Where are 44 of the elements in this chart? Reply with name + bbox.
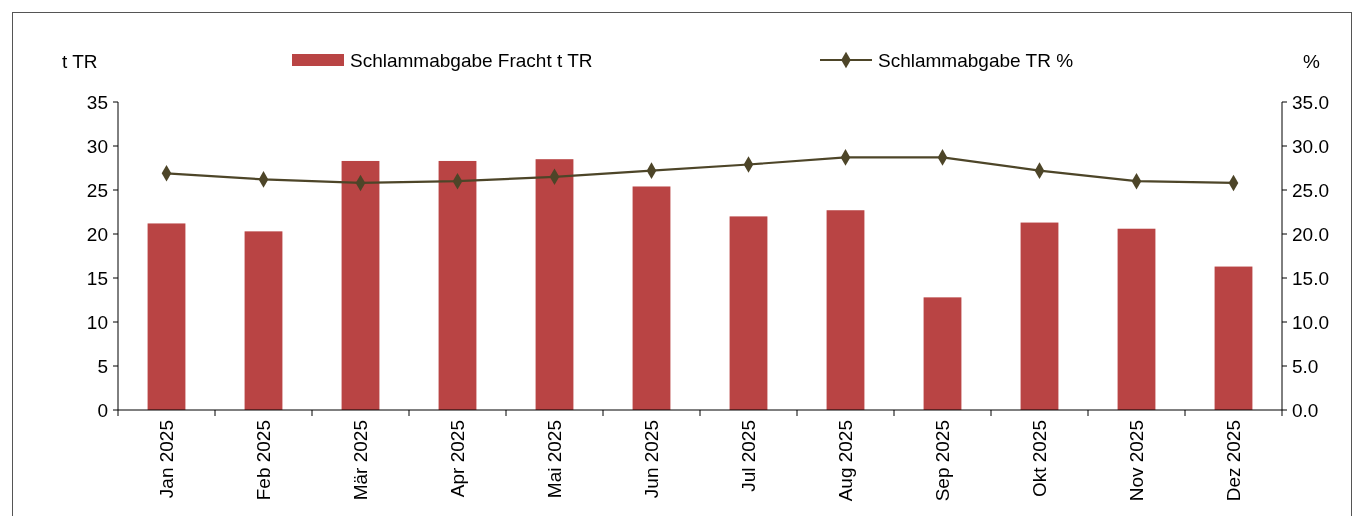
y-tick-label: 5: [97, 355, 108, 377]
y2-tick-label: 30.0: [1292, 135, 1329, 157]
y2-tick-label: 20.0: [1292, 223, 1329, 245]
x-tick-label: Jan 2025: [156, 420, 178, 499]
x-tick-label: Apr 2025: [447, 420, 469, 498]
bar: [923, 297, 962, 410]
y2-tick-label: 35.0: [1292, 91, 1329, 113]
bar: [1214, 266, 1253, 410]
x-tick-label: Aug 2025: [835, 420, 857, 502]
x-tick-label: Sep 2025: [932, 420, 954, 502]
y-axis-title: t TR: [62, 51, 98, 72]
x-tick-label: Okt 2025: [1029, 420, 1051, 498]
bar: [826, 210, 865, 410]
x-tick-label: Jul 2025: [738, 420, 760, 492]
y-tick-label: 20: [86, 223, 108, 245]
y2-tick-label: 10.0: [1292, 311, 1329, 333]
bar: [1117, 228, 1156, 410]
bar: [535, 159, 574, 410]
y-tick-label: 30: [86, 135, 108, 157]
x-tick-label: Mai 2025: [544, 420, 566, 499]
x-tick-label: Jun 2025: [641, 420, 663, 499]
bar: [341, 160, 380, 410]
y-tick-label: 15: [86, 267, 108, 289]
y2-tick-label: 0.0: [1292, 399, 1319, 421]
y2-axis-title: %: [1303, 51, 1320, 72]
y-tick-label: 35: [86, 91, 108, 113]
legend-label: Schlammabgabe TR %: [878, 49, 1074, 71]
y-tick-label: 10: [86, 311, 108, 333]
bar: [1020, 222, 1059, 410]
y-tick-label: 0: [97, 399, 108, 421]
legend-label: Schlammabgabe Fracht t TR: [350, 49, 593, 71]
bar: [147, 223, 186, 410]
y2-tick-label: 25.0: [1292, 179, 1329, 201]
y2-tick-label: 15.0: [1292, 267, 1329, 289]
x-tick-label: Mär 2025: [350, 420, 372, 501]
x-tick-label: Dez 2025: [1223, 420, 1245, 502]
x-tick-label: Feb 2025: [253, 420, 275, 501]
x-tick-label: Nov 2025: [1126, 420, 1148, 502]
y2-tick-label: 5.0: [1292, 355, 1319, 377]
bar: [244, 231, 283, 410]
bar: [729, 216, 768, 410]
bar: [632, 186, 671, 410]
y-tick-label: 25: [86, 179, 108, 201]
bar: [438, 160, 477, 410]
